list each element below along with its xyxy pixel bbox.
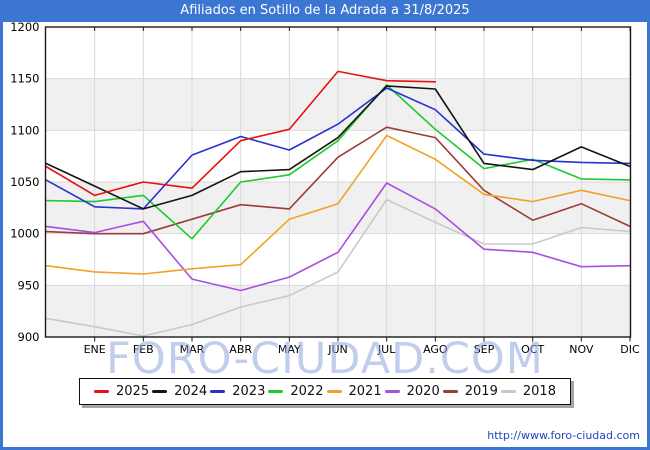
legend-dash-icon: [210, 390, 226, 393]
legend-item-2024: 2024: [152, 384, 207, 399]
legend-label: 2018: [522, 384, 556, 399]
chart-legend: 2025 2024 2023 2022 2021 2020 2019 2018: [79, 378, 571, 405]
x-axis-label: OCT: [521, 343, 544, 356]
series-line-2020: [45, 182, 631, 292]
x-axis-label: AGO: [423, 343, 448, 356]
legend-label: 2020: [406, 384, 440, 399]
x-axis-label: NOV: [569, 343, 594, 356]
legend-label: 2024: [174, 384, 208, 399]
legend-label: 2021: [348, 384, 382, 399]
x-axis-label: DIC: [620, 343, 640, 356]
x-axis-label: MAR: [180, 343, 205, 356]
source-url-link[interactable]: http://www.foro-ciudad.com: [487, 429, 640, 442]
series-line-2018: [45, 198, 631, 337]
legend-item-2020: 2020: [384, 384, 440, 399]
y-axis-label: 950: [18, 278, 40, 292]
x-axis-label: MAY: [278, 343, 301, 356]
legend-item-2018: 2018: [500, 384, 556, 399]
series-line-2025: [45, 70, 437, 197]
x-axis-label: ABR: [229, 343, 252, 356]
y-axis-label: 1050: [10, 175, 39, 189]
series-line-2022: [45, 84, 631, 240]
x-axis-label: FEB: [133, 343, 154, 356]
y-axis-label: 1000: [10, 227, 39, 241]
plot-border: [44, 26, 632, 338]
series-line-2019: [45, 126, 631, 235]
legend-label: 2025: [116, 384, 150, 399]
legend-dash-icon: [384, 390, 400, 393]
series-line-2021: [45, 134, 631, 275]
x-axis-label: ENE: [84, 343, 106, 356]
legend-label: 2023: [232, 384, 266, 399]
legend-item-2019: 2019: [442, 384, 498, 399]
legend-dash-icon: [152, 390, 168, 393]
x-axis-label: JUL: [377, 343, 396, 356]
legend-item-2025: 2025: [94, 384, 149, 399]
y-axis-label: 1100: [10, 123, 39, 137]
legend-dash-icon: [442, 390, 458, 393]
legend-item-2023: 2023: [210, 384, 265, 399]
legend-dash-icon: [268, 390, 284, 393]
legend-item-2021: 2021: [326, 384, 382, 399]
legend-item-2022: 2022: [268, 384, 323, 399]
x-axis-label: JUN: [327, 343, 348, 356]
chart-title: Afiliados en Sotillo de la Adrada a 31/8…: [180, 3, 470, 18]
title-bar: Afiliados en Sotillo de la Adrada a 31/8…: [0, 0, 650, 22]
y-axis-label: 1200: [10, 20, 39, 34]
y-axis-label: 900: [18, 330, 40, 344]
legend-dash-icon: [326, 390, 342, 393]
series-line-2024: [45, 85, 631, 210]
y-axis-label: 1150: [10, 72, 39, 86]
legend-label: 2022: [290, 384, 324, 399]
legend-dash-icon: [500, 390, 516, 393]
legend-label: 2019: [464, 384, 498, 399]
x-axis-label: SEP: [474, 343, 495, 356]
legend-dash-icon: [94, 390, 109, 393]
